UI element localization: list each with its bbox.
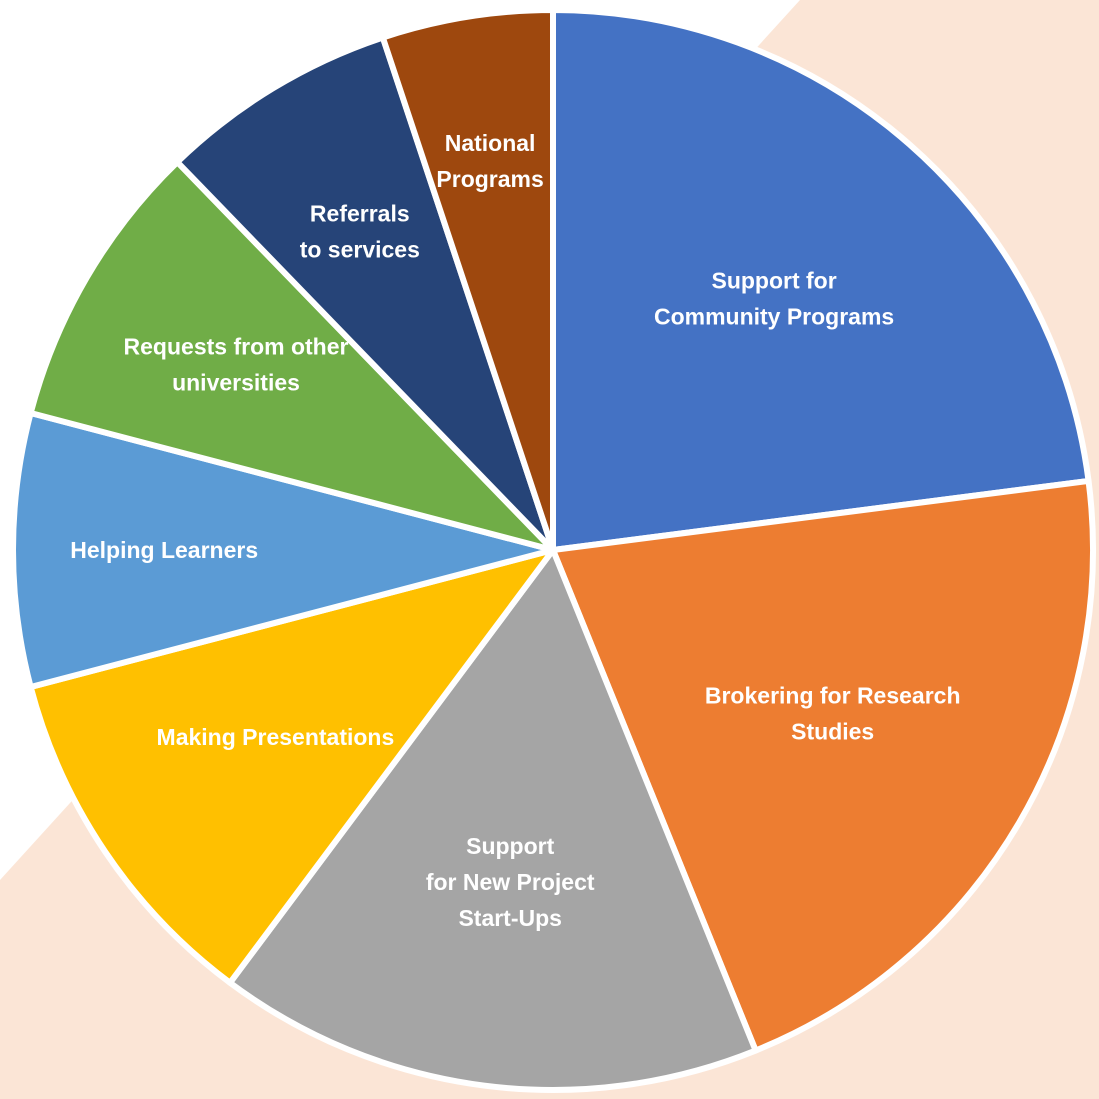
pie-slice-label-line: Community Programs <box>654 304 894 330</box>
pie-slice-label: National Programs <box>436 130 543 192</box>
pie-slice-label: Making Presentations <box>157 724 395 750</box>
pie-slice-label: Brokering for Research Studies <box>705 683 961 745</box>
pie-slice-label-line: Helping Learners <box>70 537 258 563</box>
pie-slice <box>379 7 556 553</box>
pie-slice <box>27 159 556 553</box>
pie-slice-label-line: Making Presentations <box>157 724 395 750</box>
pie-slice-label-line: Referrals <box>310 200 410 226</box>
pie-slice-label: Referrals to services <box>300 200 420 262</box>
pie-slice-label: Helping Learners <box>70 537 258 563</box>
pie-slice-label: Requests from other universities <box>124 334 349 396</box>
pie-slice-label-line: Studies <box>791 719 874 745</box>
pie-slice-label: Support for New Project Start-Ups <box>426 833 595 931</box>
pie-slices <box>10 7 1096 1093</box>
pie-slice-label: Support for Community Programs <box>654 268 894 330</box>
pie-slice-label-line: Support for <box>711 268 836 294</box>
pie-slice <box>10 410 556 690</box>
pie-slice-label-line: National <box>445 130 536 156</box>
pie-slice-label-line: Support <box>466 833 554 859</box>
pie-labels: Support for Community Programs Brokering f… <box>70 130 960 931</box>
pie-slice <box>174 34 556 553</box>
pie-slice-label-line: universities <box>172 370 300 396</box>
pie-slice <box>227 547 759 1093</box>
pie-slice <box>550 7 1092 553</box>
pie-slice-label-line: to services <box>300 236 420 262</box>
pie-slice-label-line: Start-Ups <box>458 905 562 931</box>
pie-slice <box>27 547 556 986</box>
pie-slice-label-line: for New Project <box>426 869 595 895</box>
pie-slice-label-line: Brokering for Research <box>705 683 961 709</box>
pie-slice <box>550 477 1096 1054</box>
pie-slice-label-line: Requests from other <box>124 334 349 360</box>
pie-slice-label-line: Programs <box>436 166 543 192</box>
